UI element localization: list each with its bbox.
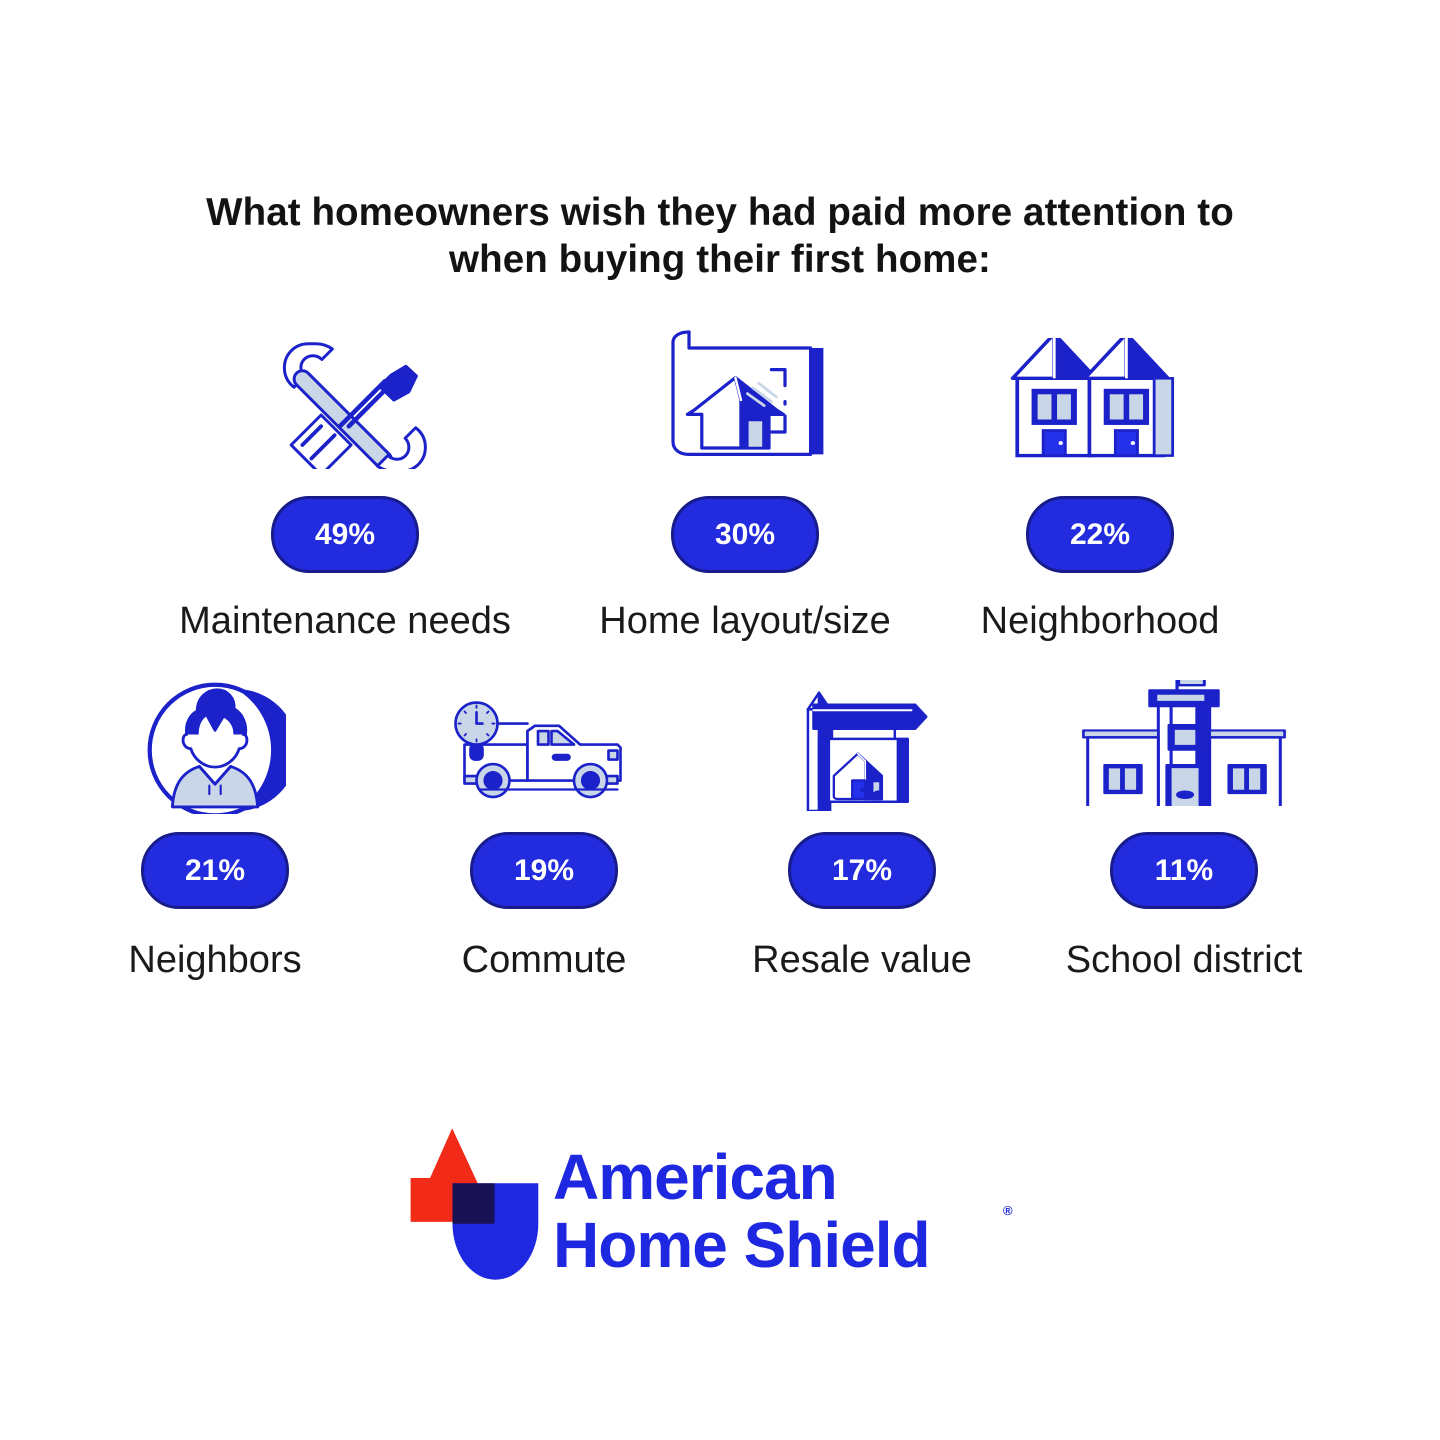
svg-text:Home Shield: Home Shield — [553, 1209, 930, 1281]
svg-text:®: ® — [1003, 1203, 1013, 1218]
svg-text:American: American — [553, 1141, 837, 1213]
